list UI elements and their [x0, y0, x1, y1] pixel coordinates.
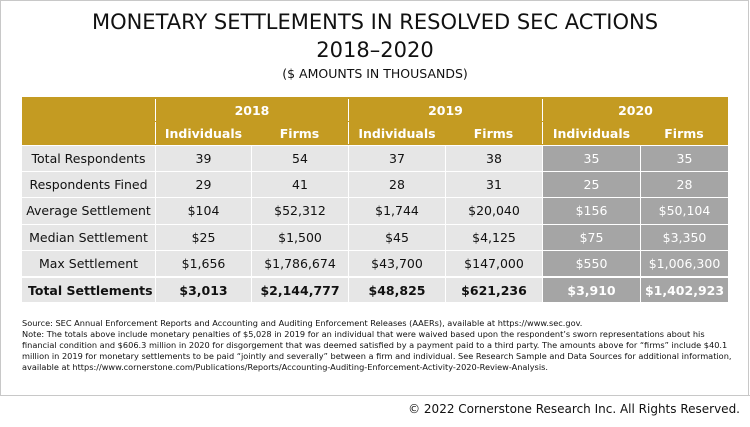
table-cell: 28 — [640, 171, 728, 198]
title-years: 2018–2020 — [316, 38, 434, 62]
notes: Source: SEC Annual Enforcement Reports a… — [22, 318, 734, 373]
table-cell: $1,402,923 — [640, 277, 728, 303]
table-cell: $4,125 — [445, 223, 542, 250]
table-cell: $550 — [542, 249, 640, 276]
column-header: Firms — [664, 125, 704, 141]
table-cell: $52,312 — [251, 197, 348, 224]
subtitle: ($ AMOUNTS IN THOUSANDS) — [282, 66, 468, 81]
table-cell: $25 — [155, 223, 251, 250]
table-cell: $1,656 — [155, 249, 251, 276]
table-cell: $1,500 — [251, 223, 348, 250]
row-label: Max Settlement — [22, 249, 155, 276]
table-cell: $3,013 — [155, 277, 251, 303]
table-cell: $48,825 — [348, 277, 445, 303]
table-cell: 39 — [155, 145, 251, 172]
note: Note: The totals above include monetary … — [22, 329, 732, 372]
table-cell: $2,144,777 — [251, 277, 348, 303]
column-header: Individuals — [542, 122, 640, 144]
header-band — [22, 97, 728, 145]
table-cell: $104 — [155, 197, 251, 224]
table-cell: $3,910 — [542, 277, 640, 303]
table-cell: $1,744 — [348, 197, 445, 224]
table-cell: 54 — [251, 145, 348, 172]
table-cell: $1,786,674 — [251, 249, 348, 276]
table-cell: $147,000 — [445, 249, 542, 276]
table-cell: 38 — [445, 145, 542, 172]
column-header: Individuals — [155, 122, 251, 144]
row-label: Average Settlement — [22, 197, 155, 224]
row-label: Total Settlements — [22, 277, 155, 303]
table-cell: 29 — [155, 171, 251, 198]
table-cell: $75 — [542, 223, 640, 250]
table-cell: 35 — [542, 145, 640, 172]
table-cell: 31 — [445, 171, 542, 198]
table-cell: $20,040 — [445, 197, 542, 224]
table-cell: $45 — [348, 223, 445, 250]
table-cell: $1,006,300 — [640, 249, 728, 276]
table-cell: 25 — [542, 171, 640, 198]
column-header: Firms — [473, 125, 514, 141]
frame — [0, 0, 749, 395]
column-header: Firms — [279, 125, 320, 141]
year-header: 2018 — [155, 99, 348, 121]
year-header: 2019 — [348, 99, 542, 121]
table-cell: 35 — [640, 145, 728, 172]
table-cell: 37 — [348, 145, 445, 172]
table-cell: 28 — [348, 171, 445, 198]
table-cell: $156 — [542, 197, 640, 224]
title: MONETARY SETTLEMENTS IN RESOLVED SEC ACT… — [91, 10, 659, 34]
footer: © 2022 Cornerstone Research Inc. All Rig… — [408, 402, 740, 416]
column-header: Individuals — [348, 122, 445, 144]
row-label: Total Respondents — [22, 145, 155, 172]
year-header: 2020 — [542, 99, 728, 121]
row-label: Respondents Fined — [22, 171, 155, 198]
rule — [0, 395, 750, 396]
table-cell: $43,700 — [348, 249, 445, 276]
table-cell: $3,350 — [640, 223, 728, 250]
table-cell: 41 — [251, 171, 348, 198]
table-cell: $621,236 — [445, 277, 542, 303]
note: Source: SEC Annual Enforcement Reports a… — [22, 318, 583, 328]
row-label: Median Settlement — [22, 223, 155, 250]
table-cell: $50,104 — [640, 197, 728, 224]
